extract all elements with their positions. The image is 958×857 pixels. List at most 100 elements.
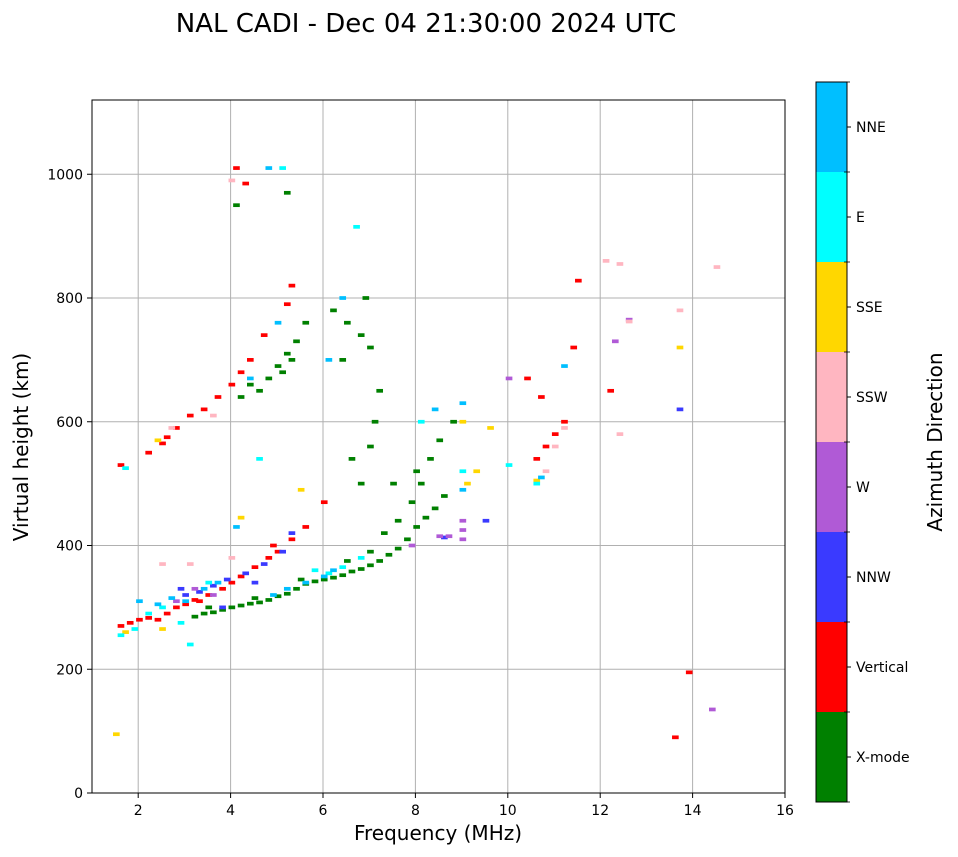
data-point-vertical xyxy=(551,432,559,436)
data-point-vertical xyxy=(265,556,273,560)
data-point-w xyxy=(459,528,467,532)
data-point-e xyxy=(159,605,166,610)
data-point-vertical xyxy=(288,537,296,542)
data-point-vertical xyxy=(542,444,550,449)
data-point-nnw xyxy=(288,531,296,535)
x-tick-label: 12 xyxy=(591,803,609,819)
data-point-x-mode xyxy=(450,419,457,424)
data-point-x-mode xyxy=(237,395,245,399)
data-point-x-mode xyxy=(367,563,374,568)
data-point-nnw xyxy=(182,593,189,597)
data-point-x-mode xyxy=(348,457,356,461)
colorbar-tick-label: W xyxy=(856,480,870,496)
data-point-vertical xyxy=(570,345,578,350)
data-point-sse xyxy=(159,627,166,631)
data-point-nne xyxy=(330,568,337,573)
data-point-vertical xyxy=(228,580,236,585)
data-point-x-mode xyxy=(330,308,337,313)
data-point-w xyxy=(611,339,619,344)
data-point-vertical xyxy=(270,543,277,548)
data-point-sse xyxy=(473,469,481,474)
data-point-vertical xyxy=(186,413,194,418)
colorbar-tick-label: SSE xyxy=(856,300,883,316)
data-point-x-mode xyxy=(339,573,347,578)
data-point-vertical xyxy=(117,624,125,628)
data-point-x-mode xyxy=(293,339,300,344)
data-point-e xyxy=(122,466,129,471)
data-point-vertical xyxy=(163,611,171,616)
data-point-nne xyxy=(270,593,277,597)
data-point-x-mode xyxy=(408,500,416,505)
data-point-vertical xyxy=(672,735,679,740)
data-point-e xyxy=(131,627,139,631)
data-point-vertical xyxy=(533,457,541,461)
data-point-vertical xyxy=(228,382,236,387)
data-point-vertical xyxy=(196,599,203,604)
data-point-e xyxy=(357,556,365,560)
data-point-vertical xyxy=(173,605,180,610)
data-point-nne xyxy=(274,320,282,325)
data-point-x-mode xyxy=(265,598,273,602)
data-point-vertical xyxy=(145,616,153,620)
colorbar-tick-label: Vertical xyxy=(856,660,908,676)
data-point-sse xyxy=(676,345,684,350)
x-axis-label: Frequency (MHz) xyxy=(354,821,522,845)
data-point-nnw xyxy=(676,407,684,412)
x-tick-label: 6 xyxy=(319,803,328,819)
data-point-vertical xyxy=(237,574,245,579)
data-point-x-mode xyxy=(348,569,356,574)
data-point-e xyxy=(256,457,263,461)
data-point-e xyxy=(186,642,194,647)
colorbar-tick-label: NNE xyxy=(856,120,886,136)
data-point-vertical xyxy=(200,407,208,412)
data-point-x-mode xyxy=(390,481,397,486)
data-point-x-mode xyxy=(376,388,384,393)
data-point-sse xyxy=(297,487,305,492)
data-point-nne xyxy=(459,401,467,406)
data-point-e xyxy=(339,565,347,570)
data-point-vertical xyxy=(233,166,240,170)
chart-title: NAL CADI - Dec 04 21:30:00 2024 UTC xyxy=(176,9,676,39)
data-point-x-mode xyxy=(283,190,291,195)
data-point-vertical xyxy=(575,278,582,283)
data-point-x-mode xyxy=(200,611,208,616)
data-point-nne xyxy=(325,358,333,362)
data-point-x-mode xyxy=(371,419,379,424)
data-point-x-mode xyxy=(427,457,434,461)
data-point-x-mode xyxy=(339,358,347,362)
data-point-vertical xyxy=(538,395,545,399)
data-point-ssw xyxy=(625,319,633,324)
data-point-vertical xyxy=(145,450,153,455)
data-point-sse xyxy=(113,732,120,737)
colorbar: X-mode Vertical NNW W SSW SSE E NNE xyxy=(815,81,910,803)
data-point-x-mode xyxy=(436,438,444,443)
data-point-ssw xyxy=(186,562,194,566)
data-point-vertical xyxy=(126,620,134,625)
colorbar-swatch-x-mode xyxy=(816,712,847,802)
data-point-e xyxy=(505,463,513,467)
data-point-e xyxy=(533,481,541,486)
data-point-vertical xyxy=(607,388,615,393)
data-point-vertical xyxy=(260,333,268,337)
data-point-ssw xyxy=(542,469,550,474)
data-point-sse xyxy=(459,419,467,424)
colorbar-swatch-w xyxy=(816,442,847,532)
data-point-nne xyxy=(182,599,189,604)
data-points xyxy=(113,166,721,740)
data-point-vertical xyxy=(283,302,291,307)
data-point-e xyxy=(311,568,319,573)
data-point-x-mode xyxy=(330,575,337,580)
data-point-x-mode xyxy=(205,605,213,610)
data-point-ssw xyxy=(602,259,610,263)
data-point-nne xyxy=(302,580,310,585)
colorbar-frame xyxy=(815,81,848,803)
data-point-x-mode xyxy=(413,525,420,529)
data-point-x-mode xyxy=(431,506,439,511)
data-point-x-mode xyxy=(283,591,291,596)
data-point-x-mode xyxy=(191,614,199,619)
data-point-x-mode xyxy=(344,320,351,325)
data-point-ssw xyxy=(168,426,176,430)
data-point-ssw xyxy=(616,432,624,436)
data-point-w xyxy=(459,537,467,542)
data-point-nnw xyxy=(251,580,259,585)
